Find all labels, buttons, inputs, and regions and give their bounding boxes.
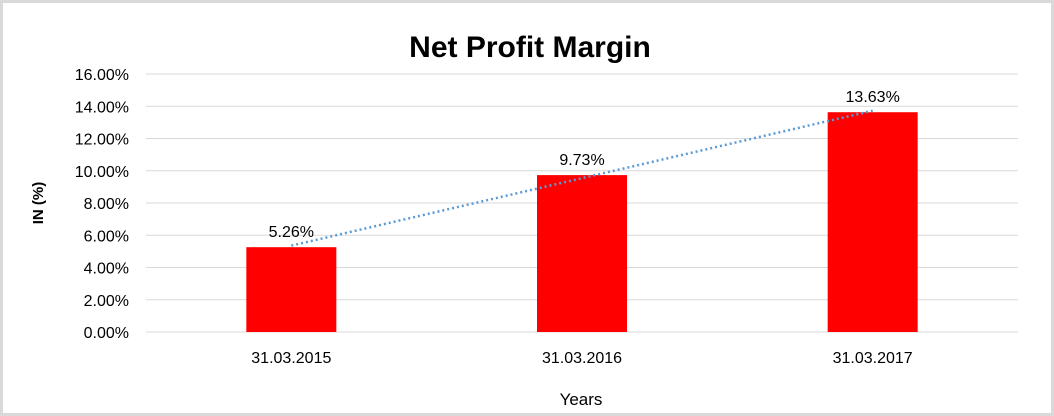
y-tick-label: 10.00%: [75, 164, 129, 181]
y-tick-label: 2.00%: [84, 293, 129, 310]
y-tick-label: 4.00%: [84, 261, 129, 278]
net-profit-margin-chart: Net Profit Margin IN (%) Years 0.00% 2.00…: [30, 31, 1018, 409]
x-tick-label: 31.03.2015: [251, 350, 331, 367]
y-tick-label: 12.00%: [75, 132, 129, 149]
y-tick-label: 16.00%: [75, 67, 129, 84]
y-axis-label: IN (%): [30, 182, 47, 225]
bar: [827, 112, 918, 332]
x-tick-label: 31.03.2017: [833, 350, 913, 367]
data-label: 5.26%: [269, 224, 314, 241]
chart-title: Net Profit Margin: [409, 31, 651, 64]
bar: [537, 175, 627, 332]
y-tick-label: 14.00%: [75, 99, 129, 116]
bar: [246, 247, 337, 332]
x-tick-label: 31.03.2016: [542, 350, 622, 367]
y-tick-label: 8.00%: [84, 196, 129, 213]
y-tick-label: 0.00%: [84, 325, 129, 342]
data-label: 9.73%: [559, 152, 604, 169]
data-label: 13.63%: [846, 89, 900, 106]
x-axis-label: Years: [560, 390, 603, 409]
y-tick-label: 6.00%: [84, 228, 129, 245]
